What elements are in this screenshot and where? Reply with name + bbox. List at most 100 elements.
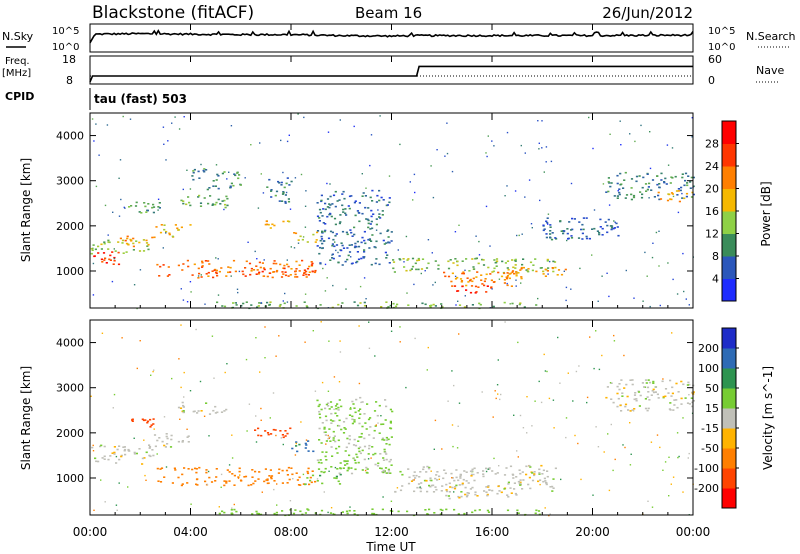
data-cell [347, 205, 350, 207]
data-cell [351, 235, 354, 237]
data-cell [575, 370, 578, 373]
data-cell [515, 271, 518, 273]
data-cell [441, 448, 443, 450]
data-cell [623, 354, 625, 357]
data-cell [451, 477, 453, 479]
data-cell [326, 182, 328, 185]
data-cell [372, 213, 375, 215]
data-cell [439, 508, 442, 511]
data-cell [494, 261, 497, 264]
data-cell [330, 406, 333, 408]
data-cell [386, 439, 389, 441]
data-cell [264, 430, 267, 432]
data-cell [215, 179, 218, 181]
data-cell [199, 205, 203, 207]
data-cell [647, 391, 650, 393]
data-cell [341, 204, 344, 207]
data-cell [413, 283, 415, 286]
data-cell [570, 237, 574, 239]
data-cell [541, 473, 544, 475]
data-cell [652, 391, 656, 394]
data-cell [550, 238, 554, 241]
data-cell [539, 479, 542, 481]
data-cell [338, 425, 341, 427]
data-cell [316, 231, 319, 234]
data-cell [325, 451, 328, 453]
data-cell [460, 281, 463, 283]
data-cell [461, 260, 464, 262]
data-cell [207, 470, 210, 473]
data-cell [440, 303, 443, 305]
data-cell [546, 260, 549, 262]
data-cell [284, 194, 287, 196]
data-cell [427, 346, 429, 349]
data-cell [451, 170, 454, 173]
data-cell [532, 264, 535, 266]
data-cell [159, 265, 162, 268]
data-cell [564, 268, 567, 271]
data-cell [420, 482, 423, 484]
data-cell [622, 187, 625, 189]
data-cell [221, 305, 224, 307]
data-cell [550, 160, 553, 163]
data-cell [321, 381, 324, 384]
colorbar-tick-label: -50 [701, 442, 719, 455]
data-cell [641, 186, 644, 189]
data-cell [579, 267, 581, 270]
data-cell [353, 407, 356, 409]
data-cell [506, 494, 509, 496]
data-cell [358, 220, 361, 223]
data-cell [261, 491, 263, 493]
data-cell [130, 205, 133, 207]
data-cell [316, 478, 319, 480]
data-cell [648, 399, 651, 401]
data-cell [399, 326, 401, 328]
data-cell [615, 222, 618, 225]
colorbar-tick-label: 16 [705, 205, 719, 218]
data-cell [275, 190, 279, 193]
colorbar-tick-label: 8 [712, 250, 719, 263]
data-cell [328, 436, 331, 438]
data-cell [282, 192, 285, 194]
data-cell [317, 461, 320, 464]
nsky-scale-bottom: 10^0 [52, 42, 79, 53]
data-cell [348, 195, 352, 198]
data-cell [484, 278, 487, 280]
data-cell [361, 401, 364, 403]
data-cell [499, 398, 501, 401]
data-cell [112, 407, 114, 409]
data-cell [278, 200, 281, 202]
data-cell [347, 254, 350, 257]
data-cell [648, 182, 651, 185]
data-cell [513, 488, 516, 490]
data-cell [254, 429, 257, 431]
data-cell [540, 267, 543, 269]
data-cell [203, 415, 206, 417]
data-cell [268, 178, 271, 181]
data-cell [683, 197, 686, 200]
data-cell [237, 476, 240, 478]
data-cell [666, 144, 669, 146]
nsky-label: N.Sky [2, 30, 34, 43]
data-cell [292, 512, 296, 515]
data-cell [353, 438, 356, 441]
data-cell [470, 475, 473, 477]
data-cell [290, 268, 293, 270]
data-cell [228, 464, 231, 466]
data-cell [447, 260, 450, 263]
data-cell [178, 358, 180, 360]
data-cell [385, 257, 388, 259]
data-cell [316, 459, 319, 461]
data-cell [470, 473, 473, 476]
data-cell [319, 304, 322, 306]
data-cell [487, 485, 490, 487]
data-cell [350, 231, 353, 234]
data-cell [200, 163, 202, 166]
data-cell [356, 260, 359, 263]
data-cell [688, 403, 691, 405]
data-cell [194, 467, 197, 470]
data-cell [506, 131, 509, 134]
data-cell [100, 479, 102, 481]
data-cell [242, 302, 245, 305]
data-cell [335, 475, 338, 478]
